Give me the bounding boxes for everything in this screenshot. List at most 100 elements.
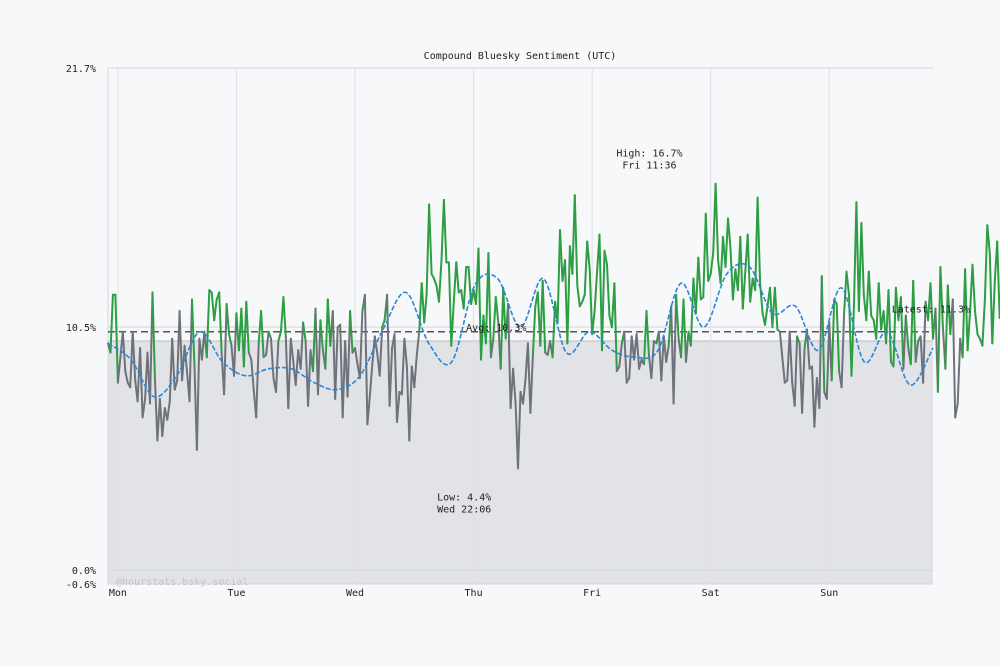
series-segment xyxy=(956,337,962,405)
series-segment xyxy=(724,217,729,268)
series-segment xyxy=(541,279,547,354)
series-segment xyxy=(820,275,826,393)
series-segment xyxy=(299,321,305,370)
series-segment xyxy=(228,333,233,347)
series-segment xyxy=(408,365,413,442)
series-segment xyxy=(450,300,455,347)
series-segment xyxy=(719,235,724,285)
series-segment xyxy=(939,266,944,329)
series-segment xyxy=(727,217,732,250)
series-segment xyxy=(396,390,401,423)
series-segment xyxy=(801,347,806,414)
series-segment xyxy=(415,330,421,356)
series-segment xyxy=(749,277,754,303)
series-segment xyxy=(707,272,712,282)
series-segment xyxy=(166,400,171,421)
x-axis-ticks: Mon Tue Wed Thu Fri Sat Sun xyxy=(109,588,838,599)
series-segment xyxy=(996,240,1000,319)
series-segment xyxy=(467,266,473,305)
series-segment xyxy=(363,293,369,426)
series-segment xyxy=(494,296,500,324)
series-segment xyxy=(981,298,986,347)
series-segment xyxy=(912,279,917,363)
series-segment xyxy=(487,252,492,359)
series-segment xyxy=(334,326,339,400)
high-label: High: 16.7% xyxy=(616,149,682,160)
x-tick-label: Sat xyxy=(702,588,720,599)
series-segment xyxy=(904,314,910,349)
series-segment xyxy=(983,224,989,301)
series-segment xyxy=(462,266,468,310)
series-segment xyxy=(944,284,949,370)
series-segment xyxy=(813,377,818,428)
series-segment xyxy=(319,319,324,352)
shaded-region xyxy=(108,341,933,584)
series-segment xyxy=(583,240,589,296)
series-segment xyxy=(499,286,505,370)
series-segment xyxy=(689,277,695,347)
series-segment xyxy=(662,335,668,363)
series-segment xyxy=(191,298,196,368)
series-segment xyxy=(302,321,307,342)
series-segment xyxy=(588,268,594,336)
average-label: Avg: 10.3% xyxy=(466,323,526,334)
series-segment xyxy=(586,240,591,271)
series-segment xyxy=(793,335,799,407)
series-segment xyxy=(887,289,892,363)
series-segment xyxy=(892,286,897,368)
series-segment xyxy=(171,337,176,391)
series-segment xyxy=(788,330,794,384)
series-segment xyxy=(183,344,188,373)
watermark: @hourstats.bsky.social xyxy=(116,577,248,588)
y-tick-label: -0.6% xyxy=(66,580,96,591)
series-segment xyxy=(131,330,137,382)
series-segment xyxy=(951,298,957,419)
y-tick-label: 21.7% xyxy=(66,64,96,75)
series-segment xyxy=(603,249,608,266)
series-segment xyxy=(672,293,678,405)
series-segment xyxy=(294,349,300,386)
series-segment xyxy=(601,249,606,352)
series-segment xyxy=(729,247,734,301)
series-segment xyxy=(714,182,720,262)
series-segment xyxy=(267,330,272,340)
series-segment xyxy=(606,263,611,317)
series-segment xyxy=(966,310,972,352)
series-segment xyxy=(914,340,920,363)
latest-label: Latest: 11.3% xyxy=(892,305,970,316)
series-segment xyxy=(645,310,650,356)
series-segment xyxy=(247,351,253,361)
series-segment xyxy=(623,330,628,384)
series-segment xyxy=(270,337,275,380)
series-segment xyxy=(277,330,282,342)
series-segment xyxy=(877,282,883,331)
series-segment xyxy=(756,196,762,285)
series-segment xyxy=(378,326,384,377)
series-segment xyxy=(954,402,959,419)
series-segment xyxy=(447,261,453,347)
series-segment xyxy=(255,342,260,419)
series-segment xyxy=(480,314,485,361)
series-segment xyxy=(400,337,406,396)
sentiment-series xyxy=(107,182,1000,470)
series-segment xyxy=(428,203,433,275)
series-segment xyxy=(682,298,687,363)
series-segment xyxy=(275,340,280,393)
series-segment xyxy=(576,284,581,308)
y-tick-label: 0.0% xyxy=(72,566,96,577)
y-axis-ticks: 21.7% 10.5% 0.0% -0.6% xyxy=(66,64,96,591)
x-tick-label: Mon xyxy=(109,588,127,599)
series-segment xyxy=(455,261,460,294)
series-segment xyxy=(593,270,599,312)
series-segment xyxy=(685,330,690,363)
series-segment xyxy=(971,263,976,312)
series-segment xyxy=(746,233,752,303)
series-segment xyxy=(675,293,680,340)
series-segment xyxy=(964,268,969,352)
series-segment xyxy=(867,270,873,317)
x-tick-label: Sun xyxy=(820,588,838,599)
series-segment xyxy=(781,356,786,384)
series-segment xyxy=(650,340,655,380)
series-segment xyxy=(225,303,230,336)
